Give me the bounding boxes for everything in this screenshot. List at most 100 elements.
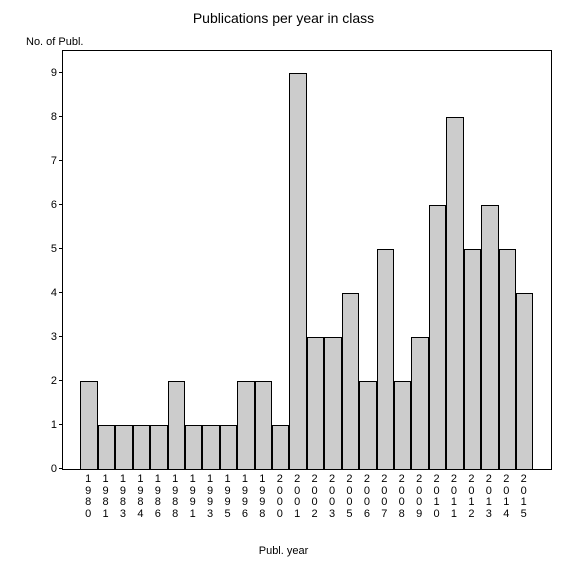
y-tick-mark <box>59 424 63 425</box>
bar <box>80 381 97 469</box>
bar-slot <box>168 51 185 469</box>
bar-slot <box>377 51 394 469</box>
y-tick-mark <box>59 380 63 381</box>
bar-slot <box>481 51 498 469</box>
x-tick-label: 2005 <box>341 472 358 520</box>
bar <box>98 425 115 469</box>
y-tick-label: 5 <box>51 243 63 255</box>
bar-slot <box>185 51 202 469</box>
x-tick-label: 2015 <box>515 472 532 520</box>
x-tick-label: 2007 <box>376 472 393 520</box>
y-tick-mark <box>59 468 63 469</box>
publications-chart: Publications per year in class No. of Pu… <box>0 0 567 567</box>
bar <box>133 425 150 469</box>
bar-slot <box>464 51 481 469</box>
y-tick-mark <box>59 116 63 117</box>
bar <box>307 337 324 469</box>
x-tick-label: 1991 <box>184 472 201 520</box>
x-tick-label: 1984 <box>132 472 149 520</box>
bar <box>237 381 254 469</box>
bar-slot <box>446 51 463 469</box>
bar-slot <box>289 51 306 469</box>
x-tick-label: 2011 <box>445 472 462 520</box>
bar <box>272 425 289 469</box>
y-tick-mark <box>59 160 63 161</box>
bar <box>202 425 219 469</box>
x-tick-label: 2010 <box>428 472 445 520</box>
bars-container <box>63 51 551 469</box>
y-tick-label: 1 <box>51 419 63 431</box>
bar <box>394 381 411 469</box>
bar <box>255 381 272 469</box>
y-tick-label: 8 <box>51 111 63 123</box>
bar-slot <box>133 51 150 469</box>
x-tick-label: 1986 <box>149 472 166 520</box>
bar-slot <box>411 51 428 469</box>
bar-slot <box>342 51 359 469</box>
bar-slot <box>150 51 167 469</box>
x-tick-label: 2006 <box>358 472 375 520</box>
bar-slot <box>255 51 272 469</box>
y-tick-label: 7 <box>51 155 63 167</box>
bar-slot <box>499 51 516 469</box>
x-tick-label: 2012 <box>463 472 480 520</box>
bar <box>516 293 533 469</box>
bar <box>115 425 132 469</box>
bar-slot <box>237 51 254 469</box>
y-tick-label: 9 <box>51 67 63 79</box>
bar <box>377 249 394 469</box>
bar-slot <box>516 51 533 469</box>
x-tick-label: 1998 <box>254 472 271 520</box>
bar-slot <box>115 51 132 469</box>
x-tick-label: 1995 <box>219 472 236 520</box>
x-tick-label: 2009 <box>410 472 427 520</box>
bar-slot <box>220 51 237 469</box>
y-tick-mark <box>59 72 63 73</box>
bar <box>342 293 359 469</box>
x-tick-label: 1981 <box>97 472 114 520</box>
y-axis-label: No. of Publ. <box>26 36 83 48</box>
y-tick-label: 2 <box>51 375 63 387</box>
bar-slot <box>324 51 341 469</box>
y-tick-label: 4 <box>51 287 63 299</box>
x-tick-label: 2013 <box>480 472 497 520</box>
y-tick-mark <box>59 248 63 249</box>
bar <box>411 337 428 469</box>
x-tick-label: 1996 <box>236 472 253 520</box>
bar-slot <box>202 51 219 469</box>
y-tick-label: 3 <box>51 331 63 343</box>
bar-slot <box>394 51 411 469</box>
bar-slot <box>307 51 324 469</box>
bar-slot <box>359 51 376 469</box>
x-tick-label: 1988 <box>167 472 184 520</box>
x-axis-label: Publ. year <box>0 545 567 557</box>
x-tick-label: 1993 <box>201 472 218 520</box>
bar <box>359 381 376 469</box>
plot-area: 0123456789 <box>62 50 552 470</box>
bar <box>481 205 498 469</box>
y-tick-mark <box>59 204 63 205</box>
bar-slot <box>80 51 97 469</box>
bar-slot <box>98 51 115 469</box>
x-ticks: 1980198119831984198619881991199319951996… <box>62 472 552 520</box>
bar <box>324 337 341 469</box>
x-tick-label: 2003 <box>323 472 340 520</box>
x-tick-label: 2001 <box>288 472 305 520</box>
bar <box>289 73 306 469</box>
chart-title: Publications per year in class <box>0 10 567 26</box>
bar <box>429 205 446 469</box>
x-tick-label: 1983 <box>114 472 131 520</box>
y-tick-mark <box>59 292 63 293</box>
bar-slot <box>429 51 446 469</box>
y-tick-label: 6 <box>51 199 63 211</box>
bar <box>220 425 237 469</box>
x-tick-label: 2008 <box>393 472 410 520</box>
x-tick-label: 2014 <box>498 472 515 520</box>
bar <box>499 249 516 469</box>
bar <box>464 249 481 469</box>
x-tick-label: 1980 <box>79 472 96 520</box>
x-tick-label: 2000 <box>271 472 288 520</box>
bar <box>168 381 185 469</box>
y-tick-mark <box>59 336 63 337</box>
bar <box>150 425 167 469</box>
